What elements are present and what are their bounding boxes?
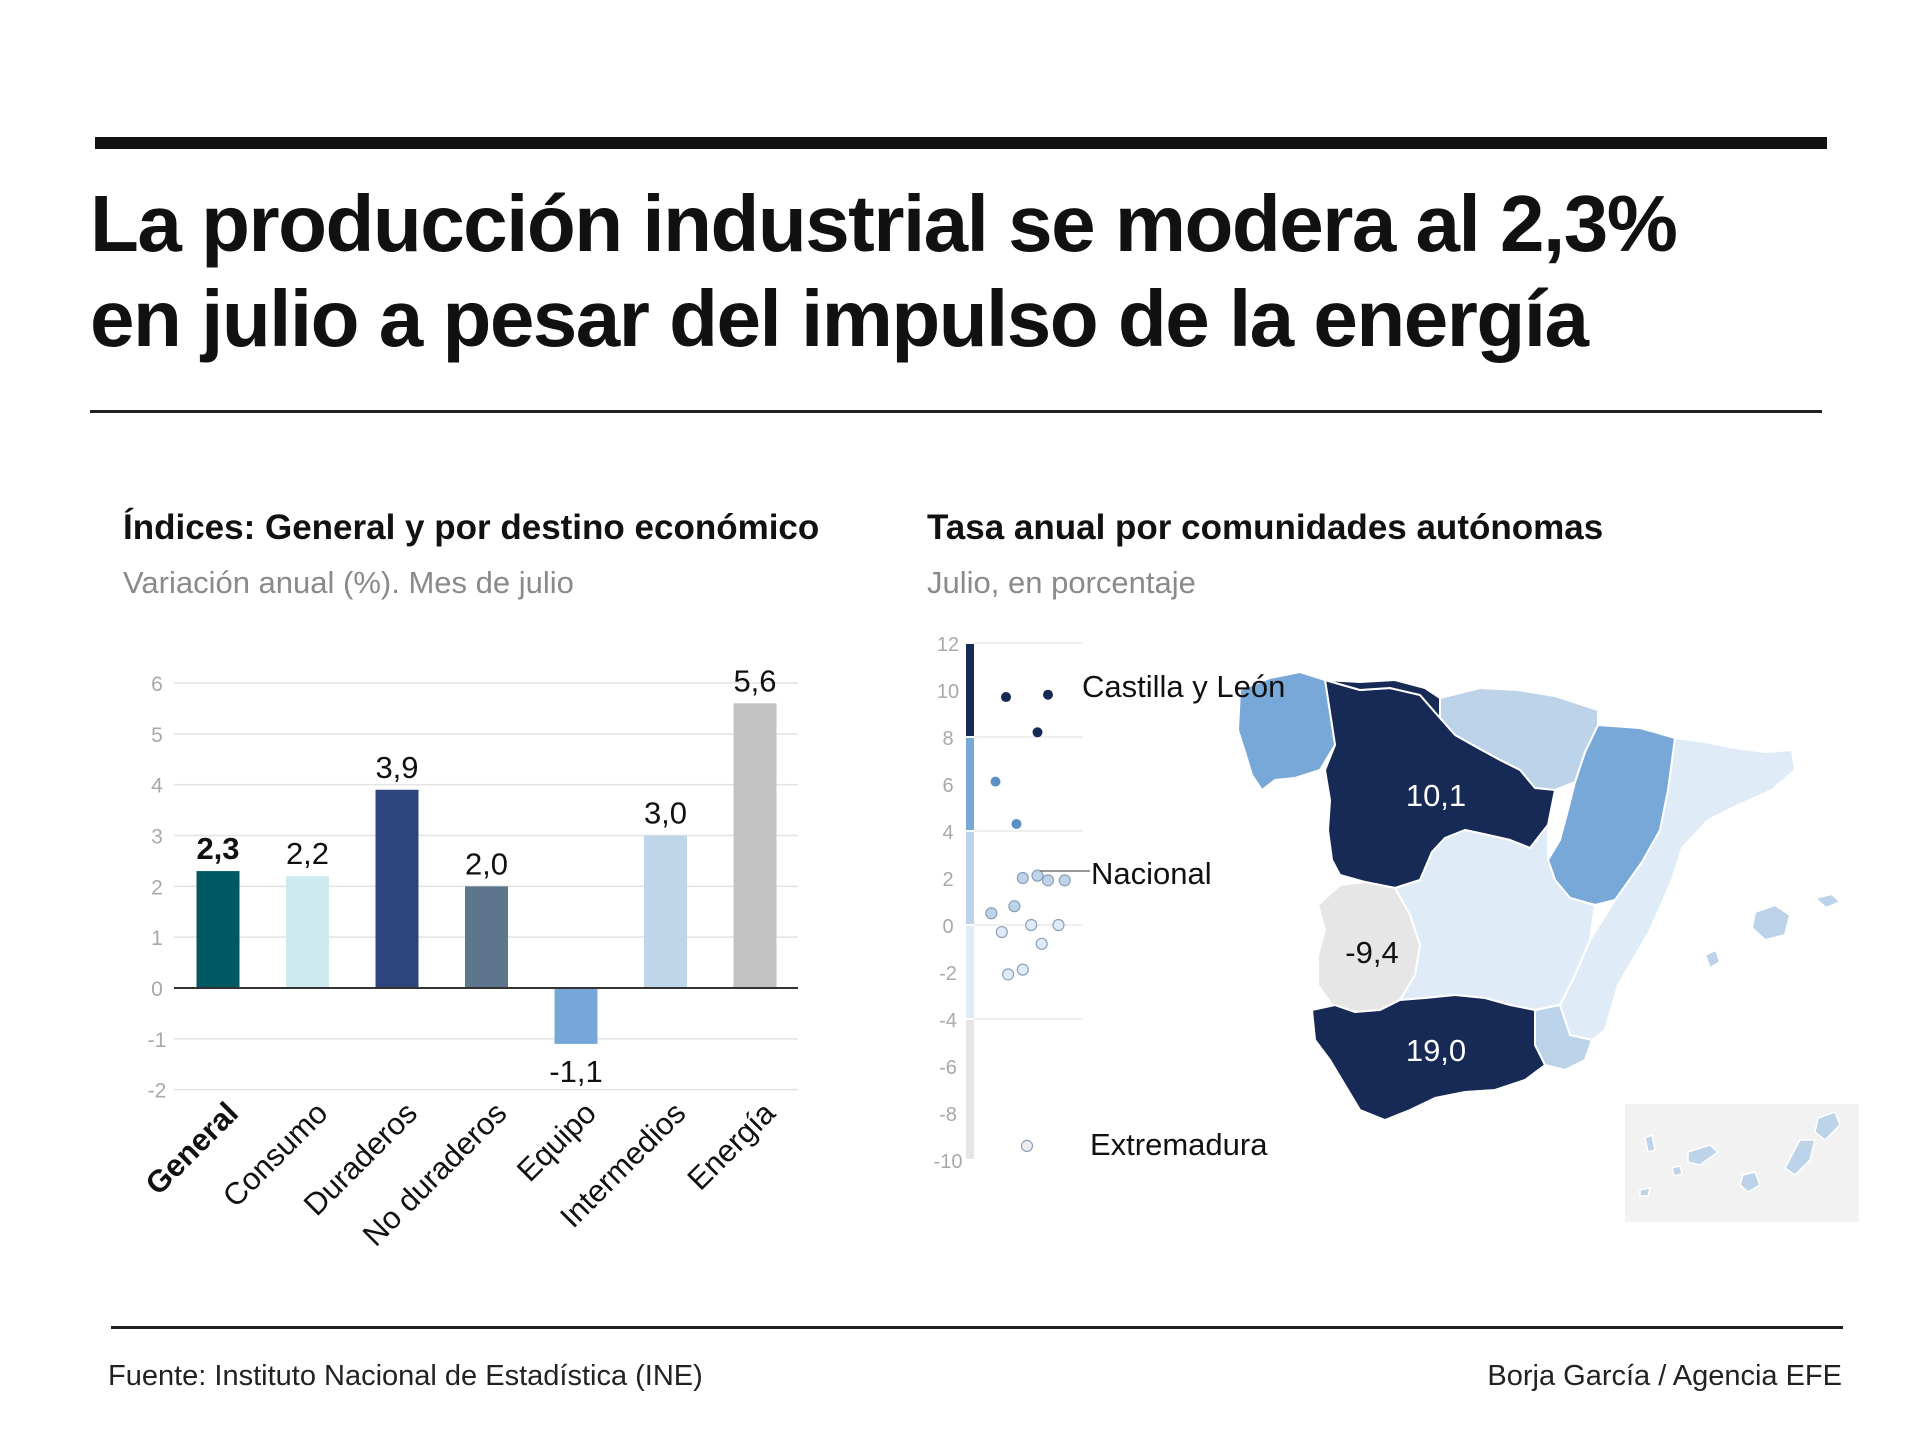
y-tick-label: -6 [939,1057,957,1079]
credit: Borja García / Agencia EFE [1487,1360,1842,1392]
region-baleares-menorca [1814,893,1841,909]
bar-equipo [554,988,598,1044]
bar-consumo [286,876,329,988]
annotation-castilla-y-leon: Castilla y León [1082,669,1285,704]
data-label-energia: 5,6 [733,663,776,698]
region-dot [1016,871,1029,885]
headline-rule [90,410,1822,413]
spain-map [1237,671,1841,1121]
annotation-nacional: Nacional [1091,856,1212,891]
y-tick-label: 4 [942,822,953,844]
bar-intermedios [644,835,687,988]
y-tick-label: -4 [939,1010,957,1032]
top-rule [95,137,1827,149]
region-dot [1058,874,1071,887]
island-fuerteventura [1784,1139,1816,1176]
y-tick-label: 3 [151,826,163,849]
region-dot [1020,1139,1034,1153]
region-dot [1025,918,1038,932]
data-label-intermedios: 3,0 [644,796,687,831]
region-dot [990,776,1001,787]
y-tick-label: -1 [148,1029,167,1052]
bar-general [196,871,240,988]
headline-line-1: La producción industrial se modera al 2,… [90,179,1678,268]
region-dot [1035,937,1048,950]
legend-band-mid [966,738,974,830]
region-baleares-mallorca [1751,904,1791,941]
data-label-no_duraderos: 2,0 [465,846,508,881]
bar-energia [733,703,777,988]
footer-rule [111,1326,1843,1329]
y-tick-label: -8 [939,1104,957,1126]
y-tick-label: -2 [939,963,957,985]
canarias-islands [1639,1111,1841,1197]
y-tick-label: -2 [148,1080,167,1103]
data-label-equipo: -1,1 [549,1054,602,1089]
region-dot [1016,963,1029,976]
y-tick-label: 1 [151,927,163,950]
y-tick-label: -10 [934,1151,963,1173]
map-panel: 10,1 -9,4 19,0 12 10 8 6 4 2 0 -2 -4 -6 -8 -10 Casti… [934,634,1859,1222]
data-label-general: 2,3 [196,831,239,866]
map-title: Tasa anual por comunidades autónomas [927,508,1604,547]
y-tick-label: 6 [151,673,163,696]
legend-band-light [966,832,974,924]
region-baleares-ibiza [1704,949,1721,969]
headline-line-2: en julio a pesar del impulso de la energ… [90,274,1589,363]
legend-band-dark [966,644,974,736]
source-note: Fuente: Instituto Nacional de Estadístic… [108,1360,703,1392]
y-tick-label: 6 [942,775,953,797]
island-el-hierro [1639,1187,1652,1197]
region-dot [1001,968,1015,981]
map-subtitle: Julio, en porcentaje [927,565,1196,600]
island-lanzarote [1814,1111,1841,1142]
bar-chart-title: Índices: General y por destino económico [123,508,820,547]
bar-duraderos [375,789,419,988]
region-andalucia [1311,994,1546,1121]
region-dot [995,925,1008,939]
island-la-gomera [1671,1165,1683,1177]
region-asturias-cantabria [1324,679,1441,719]
y-tick-label: 8 [942,728,953,750]
island-la-palma [1644,1133,1656,1153]
region-dot [985,907,998,920]
legend-band-grey [966,1020,974,1159]
y-tick-label: 5 [151,724,163,747]
y-tick-label: 0 [151,978,163,1001]
bar-chart-subtitle: Variación anual (%). Mes de julio [123,565,574,600]
y-tick-label: 2 [942,869,953,891]
data-label-consumo: 2,2 [286,836,329,871]
bar-chart: 6543210-1-22,3General2,2Consumo3,9Durade… [139,663,798,1253]
legend-band-pale [966,926,974,1018]
region-dot [1043,689,1053,700]
annotation-extremadura: Extremadura [1090,1127,1268,1162]
region-dot [1031,869,1044,882]
island-gran-canaria [1739,1171,1761,1193]
data-label-duraderos: 3,9 [375,750,418,785]
island-tenerife [1687,1144,1720,1166]
y-tick-label: 4 [151,775,163,798]
y-tick-label: 10 [937,681,959,703]
region-dot [1052,918,1065,932]
region-label-andalucia: 19,0 [1406,1033,1466,1068]
y-tick-label: 12 [937,634,959,656]
region-dot [1011,818,1022,829]
region-dot [1008,900,1021,913]
y-tick-label: 2 [151,876,163,899]
headline: La producción industrial se modera al 2,… [90,176,1830,366]
region-label-castilla-y-leon: 10,1 [1406,778,1466,813]
bar-no_duraderos [465,886,508,988]
region-label-extremadura: -9,4 [1345,935,1398,970]
region-dot [1032,727,1043,738]
region-dot [1001,692,1011,703]
region-dot [1041,874,1055,887]
region-galicia [1237,671,1336,791]
y-tick-label: 0 [942,916,953,938]
